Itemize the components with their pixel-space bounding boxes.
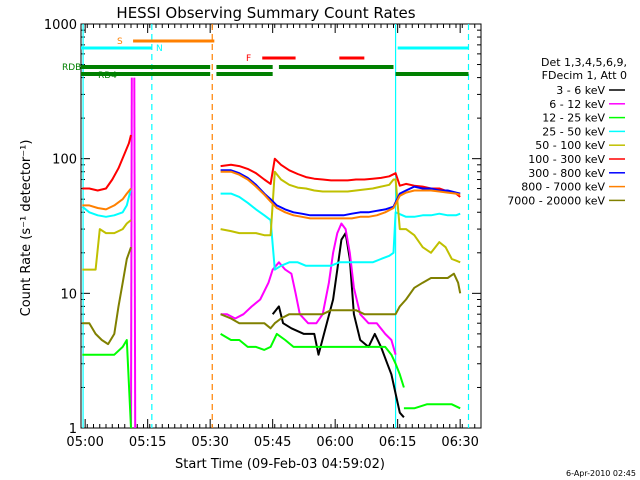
x-axis-label: Start Time (09-Feb-03 04:59:02)	[175, 457, 385, 472]
flag-label-f: F	[246, 54, 251, 64]
legend-entry-label: 300 - 800 keV	[528, 167, 605, 180]
x-tick-label: 06:30	[441, 435, 478, 450]
timestamp-footer: 6-Apr-2010 02:45	[566, 469, 636, 478]
x-tick-label: 05:30	[191, 435, 228, 450]
series-line-4	[82, 219, 132, 271]
y-tick-label: 1000	[44, 18, 77, 33]
x-tick-label: 06:00	[316, 435, 353, 450]
legend-entry-label: 12 - 25 keV	[542, 112, 605, 125]
series-line-8	[82, 246, 132, 346]
series-line-3	[220, 192, 461, 271]
series-line-7	[82, 187, 132, 211]
plot-area: 1 10 100 1000 05:00 05:15 05:30 05:45 06:00 06:15…	[44, 18, 482, 450]
series-line-1	[220, 222, 397, 355]
legend-header-line: FDecim 1, Att 0	[542, 69, 627, 82]
series-line-5	[220, 157, 461, 198]
legend-entry-label: 50 - 100 keV	[535, 139, 605, 152]
legend-entry-label: 7000 - 20000 keV	[507, 194, 605, 207]
series-line-2	[220, 332, 405, 388]
y-axis-label: Count Rate (s⁻¹ detector⁻¹)	[19, 140, 34, 317]
series-line-3	[81, 188, 132, 218]
series-line-1	[133, 77, 137, 429]
legend-entry-label: 25 - 50 keV	[542, 125, 605, 138]
legend-entry-label: 6 - 12 keV	[549, 98, 605, 111]
plot-frame	[80, 23, 482, 429]
series-line-2	[403, 403, 461, 410]
y-tick-label: 100	[52, 153, 77, 168]
legend-entry-label: 3 - 6 keV	[556, 84, 605, 97]
legend-entry-label: 100 - 300 keV	[528, 153, 605, 166]
x-tick-label: 05:00	[66, 435, 103, 450]
series-line-6	[220, 169, 461, 217]
legend: Det 1,3,4,5,6,9,FDecim 1, Att 0 3 - 6 keV…	[507, 56, 627, 207]
series-line-0	[271, 232, 405, 418]
flag-label-s: S	[117, 37, 123, 47]
flag-label-rdb: RDB	[62, 63, 81, 73]
flag-label-rd4: RD4	[98, 71, 117, 81]
legend-header-line: Det 1,3,4,5,6,9,	[541, 56, 627, 69]
series-line-7	[220, 170, 461, 220]
x-tick-label: 06:15	[379, 435, 416, 450]
y-tick-label: 1	[69, 422, 77, 437]
legend-entry-label: 800 - 7000 keV	[521, 181, 605, 194]
series-line-4	[220, 170, 461, 264]
series-line-8	[220, 272, 462, 330]
series-line-1	[130, 77, 133, 429]
series-line-2	[82, 339, 132, 429]
x-tick-label: 05:45	[254, 435, 291, 450]
flag-label-n: N	[156, 44, 163, 54]
chart-title: HESSI Observing Summary Count Rates	[116, 4, 415, 22]
x-tick-label: 05:15	[129, 435, 166, 450]
y-tick-label: 10	[60, 287, 77, 302]
series-line-5	[82, 134, 132, 192]
